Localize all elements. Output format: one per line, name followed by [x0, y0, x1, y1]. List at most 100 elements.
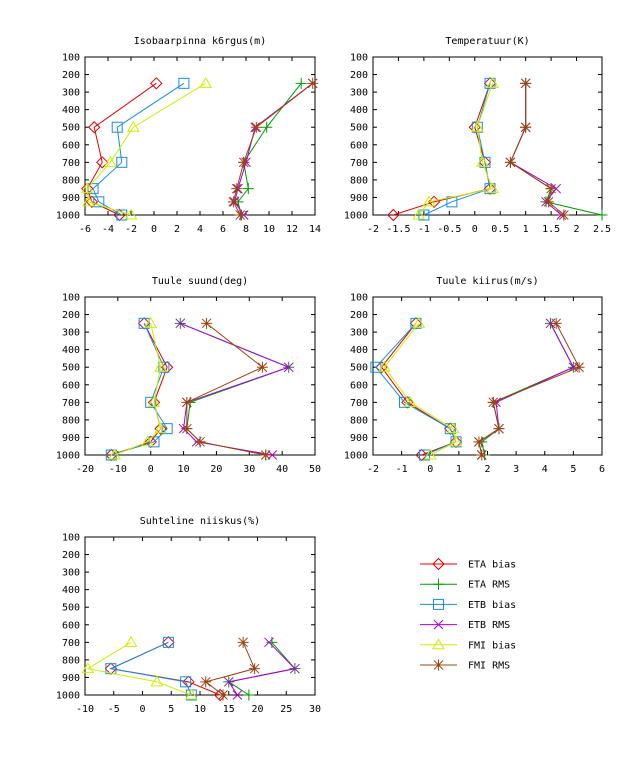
data-point — [154, 422, 167, 435]
x-tick-label: 15 — [223, 704, 235, 715]
x-tick-label: -1 — [418, 224, 430, 235]
series-line — [237, 83, 302, 216]
data-point — [126, 120, 140, 132]
panel-tuule-kiirus-m-s: Tuule kiirus(m/s) 100 200 300 400 500 600 700 80… — [344, 276, 605, 475]
y-tick-label: 900 — [62, 193, 80, 204]
data-point — [108, 448, 121, 460]
series-line — [233, 82, 314, 216]
data-point — [479, 156, 491, 168]
data-point — [504, 156, 516, 168]
series-fmi-bias — [378, 316, 463, 460]
series-line — [509, 83, 562, 216]
y-tick-label: 100 — [350, 293, 368, 304]
data-point — [410, 317, 422, 329]
data-point — [473, 436, 485, 448]
series-line — [227, 642, 296, 696]
data-point — [111, 121, 123, 133]
data-point — [307, 77, 319, 89]
data-point — [249, 663, 261, 675]
data-point — [199, 76, 213, 88]
series-line — [383, 323, 457, 456]
data-point — [573, 361, 585, 373]
data-point — [403, 395, 417, 407]
series-line — [180, 322, 291, 456]
data-point — [148, 436, 160, 448]
y-tick-label: 400 — [62, 105, 80, 116]
series-line — [109, 641, 221, 696]
data-point — [449, 435, 463, 447]
data-point — [484, 77, 496, 89]
plot-frame — [84, 296, 316, 456]
panel-title: Tuule suund(deg) — [152, 276, 248, 287]
data-point — [213, 688, 227, 702]
panel-title: Temperatuur(K) — [445, 36, 529, 47]
y-tick-label: 100 — [62, 533, 80, 544]
data-point — [93, 196, 105, 208]
y-tick-label: 100 — [62, 53, 80, 64]
data-point — [141, 435, 154, 447]
series-etb-bias — [105, 636, 197, 701]
y-tick-label: 800 — [62, 175, 80, 186]
data-point — [387, 208, 400, 222]
series-line — [111, 323, 168, 456]
legend-marker — [433, 659, 444, 671]
series-eta-rms — [232, 77, 307, 221]
y-tick-label: 300 — [350, 88, 368, 99]
data-point — [476, 155, 489, 167]
data-point — [290, 663, 300, 674]
x-tick-label: -20 — [76, 464, 94, 475]
series-line — [478, 323, 580, 456]
x-tick-label: 6 — [599, 464, 605, 475]
series-fmi-rms — [504, 77, 570, 221]
x-tick-label: -6 — [79, 224, 91, 235]
series-fmi-rms — [473, 317, 585, 461]
data-point — [264, 637, 274, 648]
legend-label: ETB RMS — [468, 620, 510, 631]
x-tick-label: -4 — [102, 224, 114, 235]
x-tick-label: 6 — [220, 224, 226, 235]
series-fmi-bias — [412, 76, 499, 220]
y-tick-label: 700 — [62, 398, 80, 409]
x-tick-label: 0 — [148, 464, 154, 475]
data-point — [470, 120, 484, 132]
panel-title: Suhteline niiskus(%) — [140, 516, 260, 527]
data-point — [422, 195, 436, 207]
x-tick-label: 0 — [139, 704, 145, 715]
data-point — [154, 360, 167, 372]
data-point — [412, 316, 426, 328]
y-tick-label: 300 — [62, 328, 80, 339]
y-tick-label: 900 — [350, 193, 368, 204]
x-tick-label: 0 — [472, 224, 478, 235]
series-etb-bias — [370, 317, 462, 461]
plot-frame — [372, 296, 603, 456]
data-point — [419, 449, 431, 461]
series-line — [393, 83, 491, 216]
series-line — [509, 83, 565, 216]
x-tick-label: 2 — [174, 224, 180, 235]
series-fmi-rms — [227, 77, 319, 221]
data-point — [185, 688, 198, 700]
legend-item-fmi-rms: FMI RMS — [420, 659, 510, 672]
data-point — [105, 449, 117, 461]
data-point — [223, 676, 234, 687]
y-tick-label: 1000 — [56, 691, 80, 702]
y-tick-label: 1000 — [56, 451, 80, 462]
y-tick-label: 900 — [62, 673, 80, 684]
data-point — [82, 195, 95, 207]
y-tick-label: 600 — [350, 380, 368, 391]
series-etb-bias — [105, 317, 173, 461]
x-tick-label: 4 — [542, 464, 548, 475]
data-point — [487, 396, 499, 408]
y-tick-label: 1000 — [344, 451, 368, 462]
data-point — [145, 396, 157, 408]
x-tick-label: -10 — [76, 704, 94, 715]
y-tick-label: 500 — [62, 603, 80, 614]
legend-marker — [433, 598, 444, 610]
series-line — [186, 322, 266, 456]
y-tick-label: 700 — [62, 638, 80, 649]
data-point — [181, 396, 193, 408]
data-point — [200, 676, 212, 688]
data-point — [194, 436, 206, 448]
series-line — [86, 641, 192, 696]
data-point — [138, 317, 150, 329]
